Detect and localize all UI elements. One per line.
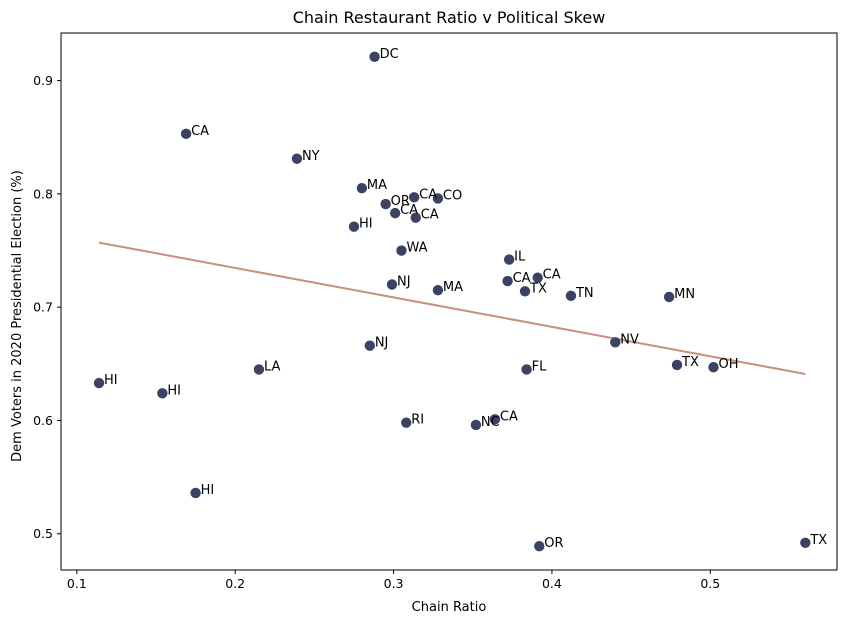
data-point <box>800 537 811 549</box>
data-point <box>519 286 531 297</box>
data-point <box>157 388 168 399</box>
points-layer <box>93 51 811 552</box>
y-axis-label: Dem Voters in 2020 Presidential Election… <box>10 170 25 462</box>
y-tick-label: 0.8 <box>33 186 53 201</box>
point-label: MA <box>443 280 463 295</box>
data-point <box>503 254 515 265</box>
data-point <box>502 275 513 287</box>
x-axis-ticks: 0.1 0.2 0.3 0.4 0.5 <box>67 570 720 591</box>
point-label: NJ <box>397 275 411 290</box>
point-label: IL <box>514 250 526 265</box>
data-point <box>489 414 501 425</box>
point-label: DC <box>380 47 399 62</box>
data-point <box>190 487 201 499</box>
x-tick-label: 0.5 <box>700 576 720 591</box>
point-label: CA <box>419 187 437 202</box>
data-point <box>410 212 421 223</box>
data-point <box>663 291 675 303</box>
data-point <box>380 198 391 210</box>
data-point <box>532 272 543 283</box>
data-point <box>534 541 545 552</box>
data-point <box>364 340 376 351</box>
point-label: MN <box>674 287 695 302</box>
data-point <box>708 362 719 373</box>
data-point <box>470 419 482 431</box>
point-label: TX <box>809 533 827 548</box>
data-point <box>401 417 412 428</box>
point-label: CA <box>400 203 418 218</box>
point-label: CO <box>443 188 462 203</box>
point-label: NY <box>302 149 320 164</box>
point-label: OR <box>391 194 410 209</box>
data-point <box>432 193 444 204</box>
point-label: CA <box>513 271 531 286</box>
point-label: TN <box>575 286 594 301</box>
y-axis-ticks: 0.5 0.6 0.7 0.8 0.9 <box>33 73 61 541</box>
point-label: FL <box>532 359 547 374</box>
point-label: NC <box>481 415 500 430</box>
data-point <box>610 337 621 348</box>
data-point <box>671 359 683 371</box>
y-tick-label: 0.9 <box>33 73 53 88</box>
data-point <box>291 153 303 164</box>
data-point <box>253 364 265 375</box>
data-point <box>369 51 380 62</box>
x-axis-label: Chain Ratio <box>412 600 487 615</box>
y-tick-label: 0.6 <box>33 413 53 428</box>
plot-area-frame <box>60 32 838 571</box>
point-label: CA <box>500 409 518 424</box>
data-point <box>408 192 420 203</box>
point-label: CA <box>421 208 439 223</box>
point-label: NV <box>620 332 639 347</box>
y-tick-label: 0.5 <box>33 526 53 541</box>
point-label: OR <box>544 536 563 551</box>
data-point <box>389 207 401 219</box>
data-point <box>521 364 532 375</box>
point-label: CA <box>191 124 209 139</box>
x-tick-label: 0.4 <box>542 576 562 591</box>
point-label: OH <box>718 357 738 372</box>
point-label: LA <box>264 359 281 374</box>
point-label: WA <box>406 241 427 256</box>
data-point <box>432 284 444 296</box>
point-label: TX <box>681 355 699 370</box>
x-tick-label: 0.1 <box>67 576 87 591</box>
x-tick-label: 0.3 <box>384 576 404 591</box>
data-point <box>396 245 407 256</box>
y-tick-label: 0.7 <box>33 300 53 315</box>
point-label: TX <box>529 281 547 296</box>
point-label: CA <box>543 268 561 283</box>
point-label: RI <box>411 413 424 428</box>
point-label: HI <box>104 373 118 388</box>
data-point <box>93 377 105 389</box>
trendline <box>98 241 806 375</box>
point-label: HI <box>359 217 373 232</box>
point-label: HI <box>167 383 181 398</box>
data-point <box>348 221 360 232</box>
trendline-layer <box>98 241 806 375</box>
data-point <box>356 183 368 194</box>
data-point <box>565 290 577 302</box>
data-point <box>180 128 192 140</box>
point-label: HI <box>201 483 215 498</box>
x-tick-label: 0.2 <box>225 576 245 591</box>
point-label: NJ <box>375 336 389 351</box>
chart-title: Chain Restaurant Ratio v Political Skew <box>293 8 606 27</box>
point-label: MA <box>367 178 387 193</box>
data-point <box>386 279 398 290</box>
